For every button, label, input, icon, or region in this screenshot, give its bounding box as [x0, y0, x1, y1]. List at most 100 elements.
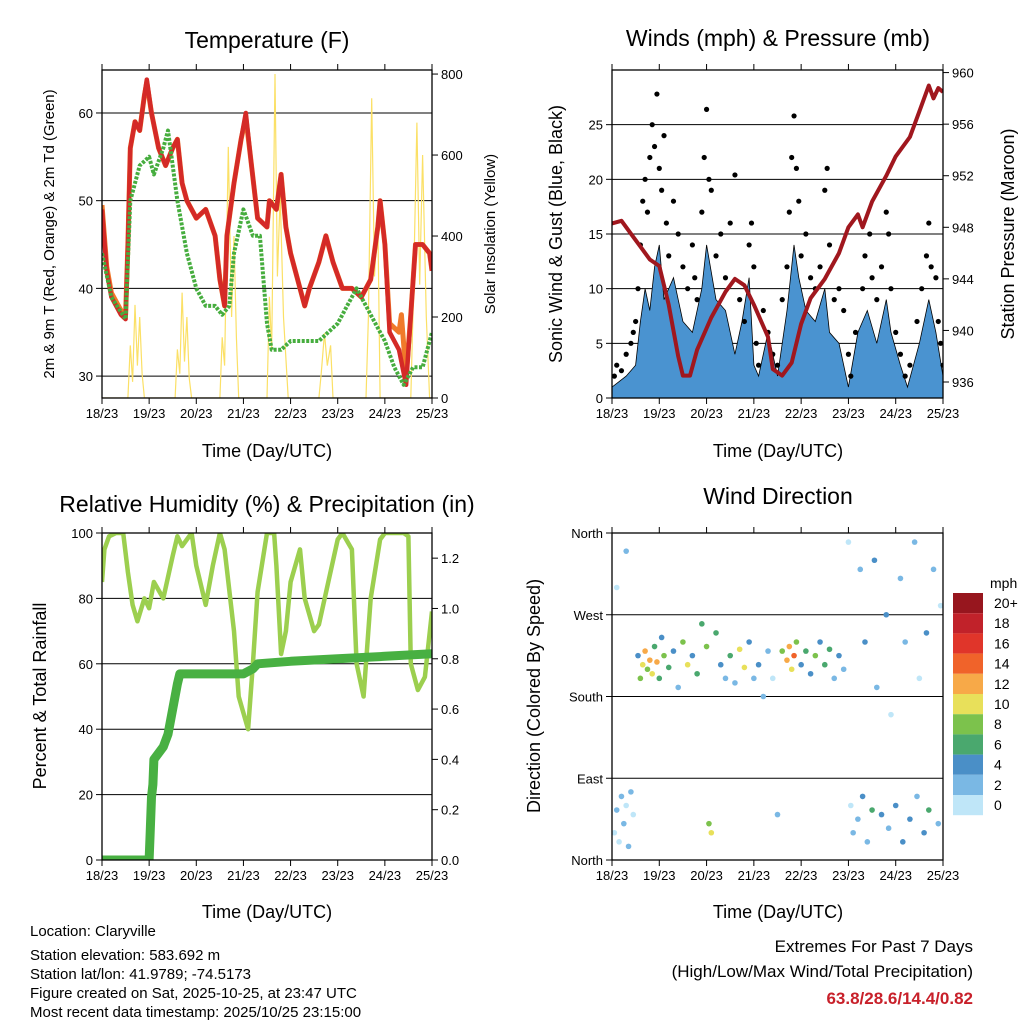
humidity-x-label: Time (Day/UTC): [202, 902, 332, 922]
winds-y-right-tick-label: 936: [952, 375, 974, 390]
gust-point: [748, 220, 755, 226]
direction-point: [628, 789, 634, 795]
gust-point: [737, 297, 743, 303]
legend-label: 8: [994, 716, 1002, 732]
legend-swatch: [953, 694, 983, 715]
direction-point: [623, 802, 629, 809]
gust-point: [938, 340, 943, 346]
gust-point: [635, 286, 641, 292]
direction-point: [616, 839, 622, 845]
station-pressure-line: [612, 83, 943, 378]
extremes-title: Extremes For Past 7 Days: [775, 937, 973, 956]
direction-x-label: Time (Day/UTC): [713, 902, 843, 922]
temperature-y-label-right: Solar Insolation (Yellow): [482, 154, 499, 314]
direction-point: [618, 793, 625, 800]
gust-point: [618, 368, 625, 374]
gust-point: [817, 264, 823, 270]
gust-point: [928, 264, 934, 270]
direction-point: [623, 548, 629, 554]
direction-y-tick-label: East: [577, 771, 603, 786]
winds-y-tick-label: 5: [596, 336, 603, 351]
direction-point: [658, 634, 665, 641]
direction-point: [635, 652, 641, 659]
temperature-x-tick-label: 18/23: [86, 406, 119, 421]
gust-point: [614, 362, 620, 368]
direction-point: [656, 675, 663, 682]
legend-label: 2: [994, 777, 1002, 793]
direction-point: [639, 661, 646, 668]
direction-point: [864, 839, 871, 845]
direction-point: [855, 816, 861, 822]
gust-point: [694, 297, 700, 303]
gust-point: [651, 143, 658, 150]
humidity-y-right-tick-label: 0.6: [441, 702, 459, 717]
temperature-y-tick-label: 30: [79, 369, 93, 384]
gust-point: [760, 307, 766, 314]
legend-swatch: [953, 633, 983, 654]
direction-point: [791, 652, 797, 659]
winds-x-tick-label: 18/23: [596, 406, 629, 421]
gust-point: [692, 275, 698, 281]
legend-swatch: [953, 734, 983, 755]
temperature-chart-title: Temperature (F): [185, 27, 350, 53]
direction-point: [713, 630, 719, 636]
direction-x-tick-label: 22/23: [785, 868, 818, 883]
direction-point: [807, 670, 814, 677]
direction-point: [821, 661, 828, 668]
direction-point: [613, 807, 620, 813]
temperature-x-tick-label: 24/23: [369, 406, 402, 421]
winds-y-right-tick-label: 944: [952, 272, 974, 287]
gust-point: [902, 373, 908, 379]
direction-point: [708, 829, 715, 836]
gust-point: [786, 209, 792, 215]
gust-point: [852, 329, 859, 335]
legend-label: 12: [994, 676, 1010, 692]
humidity-y-tick-label: 80: [79, 591, 93, 606]
temperature-y-right-tick-label: 400: [441, 229, 463, 244]
relative-humidity-line: [102, 533, 432, 732]
gust-point: [722, 275, 729, 281]
temperature-y-right-tick-label: 0: [441, 391, 448, 406]
direction-point: [900, 839, 906, 845]
direction-point: [921, 829, 927, 836]
direction-point: [836, 652, 842, 659]
direction-point: [651, 643, 658, 650]
direction-point: [892, 802, 899, 809]
direction-point: [755, 661, 762, 668]
legend-swatch: [953, 673, 983, 694]
direction-point: [786, 643, 793, 650]
humidity-y-right-tick-label: 1.2: [441, 551, 459, 566]
temperature-y-right-tick-label: 600: [441, 148, 463, 163]
solar-insolation-line: [102, 73, 432, 398]
gust-point: [628, 340, 634, 346]
direction-point: [642, 648, 648, 654]
gust-point: [633, 318, 639, 325]
dewpoint-2m-line: [102, 128, 432, 387]
direction-chart-title: Wind Direction: [703, 483, 853, 509]
direction-point: [914, 793, 920, 800]
winds-x-tick-label: 24/23: [879, 406, 912, 421]
direction-point: [774, 811, 781, 818]
direction-point: [689, 652, 696, 659]
direction-point: [871, 557, 878, 564]
humidity-y-right-tick-label: 0.0: [441, 853, 459, 868]
temperature-y-right-tick-label: 800: [441, 67, 463, 82]
extremes-values: 63.8/28.6/14.4/0.82: [826, 989, 973, 1008]
winds-y-right-tick-label: 948: [952, 220, 974, 235]
direction-y-tick-label: North: [571, 526, 603, 541]
direction-point: [644, 666, 651, 673]
direction-point: [703, 643, 710, 650]
humidity-y-tick-label: 100: [71, 526, 93, 541]
gust-point: [718, 231, 724, 237]
direction-point: [831, 675, 838, 682]
humidity-y-tick-label: 20: [79, 788, 93, 803]
gust-point: [612, 373, 617, 379]
legend-title: mph: [990, 575, 1017, 591]
gust-point: [893, 329, 899, 335]
direction-point: [803, 648, 809, 654]
direction-point: [625, 843, 632, 850]
gust-point: [623, 351, 629, 357]
extremes-subtitle: (High/Low/Max Wind/Total Precipitation): [672, 962, 973, 981]
gust-point: [822, 187, 828, 193]
